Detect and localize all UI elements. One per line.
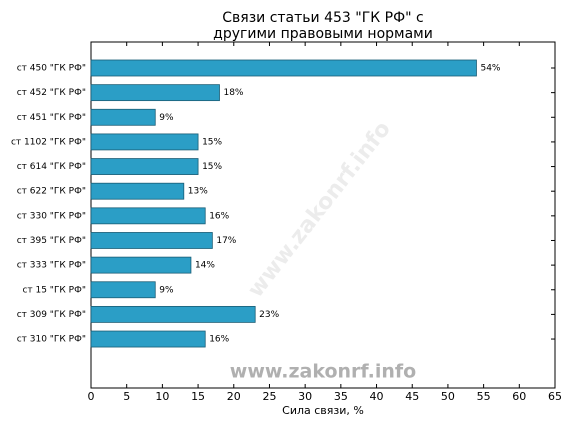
- y-tick-label: ст 309 "ГК РФ": [17, 310, 86, 320]
- x-tick-label: 55: [477, 390, 491, 403]
- y-tick-label: ст 395 "ГК РФ": [17, 236, 86, 246]
- value-label: 16%: [209, 211, 229, 221]
- bar: [90, 207, 206, 225]
- x-tick-label: 25: [262, 390, 276, 403]
- value-label: 17%: [216, 236, 236, 246]
- value-label: 16%: [209, 335, 229, 345]
- value-label: 9%: [159, 113, 174, 123]
- x-tick-label: 15: [191, 390, 205, 403]
- value-label: 18%: [223, 88, 243, 98]
- y-tick-label: ст 450 "ГК РФ": [17, 64, 86, 74]
- x-tick-label: 50: [441, 390, 455, 403]
- x-tick-label: 40: [370, 390, 384, 403]
- value-label: 14%: [195, 261, 215, 271]
- bar: [90, 59, 477, 77]
- bar: [90, 182, 185, 200]
- x-tick-label: 20: [227, 390, 241, 403]
- value-label: 15%: [202, 137, 222, 147]
- y-tick-label: ст 15 "ГК РФ": [22, 285, 86, 295]
- x-tick-label: 45: [405, 390, 419, 403]
- value-label: 9%: [159, 285, 174, 295]
- y-tick-label: ст 451 "ГК РФ": [17, 113, 86, 123]
- value-label: 15%: [202, 162, 222, 172]
- y-tick-label: ст 614 "ГК РФ": [17, 162, 86, 172]
- x-tick-label: 65: [548, 390, 562, 403]
- x-tick-label: 5: [123, 390, 130, 403]
- y-tick-label: ст 1102 "ГК РФ": [11, 137, 86, 147]
- x-tick-label: 60: [512, 390, 526, 403]
- value-label: 13%: [188, 187, 208, 197]
- bar: [90, 281, 156, 299]
- x-tick-label: 10: [155, 390, 169, 403]
- bar: [90, 133, 199, 151]
- bar: [90, 256, 192, 274]
- bar: [90, 158, 199, 175]
- y-tick-label: ст 333 "ГК РФ": [17, 261, 86, 271]
- bar: [90, 232, 213, 249]
- y-tick-label: ст 310 "ГК РФ": [17, 335, 86, 345]
- watermark: www.zakonrf.info: [230, 361, 416, 383]
- value-label: 54%: [480, 64, 500, 74]
- y-tick-label: ст 622 "ГК РФ": [17, 187, 86, 197]
- value-label: 23%: [259, 310, 279, 320]
- bar: [90, 108, 156, 126]
- x-tick-label: 35: [334, 390, 348, 403]
- x-tick-label: 30: [298, 390, 312, 403]
- y-tick-label: ст 452 "ГК РФ": [17, 88, 86, 98]
- chart-title: Связи статьи 453 "ГК РФ" с: [222, 10, 423, 26]
- chart-title: другими правовыми нормами: [213, 26, 433, 42]
- x-tick-label: 0: [88, 390, 95, 403]
- x-axis-label: Сила связи, %: [282, 404, 364, 417]
- bar: [90, 305, 256, 323]
- y-tick-label: ст 330 "ГК РФ": [17, 211, 86, 221]
- bar: [90, 330, 206, 348]
- bar: [90, 84, 220, 102]
- watermark: www.zakonrf.info: [243, 117, 396, 302]
